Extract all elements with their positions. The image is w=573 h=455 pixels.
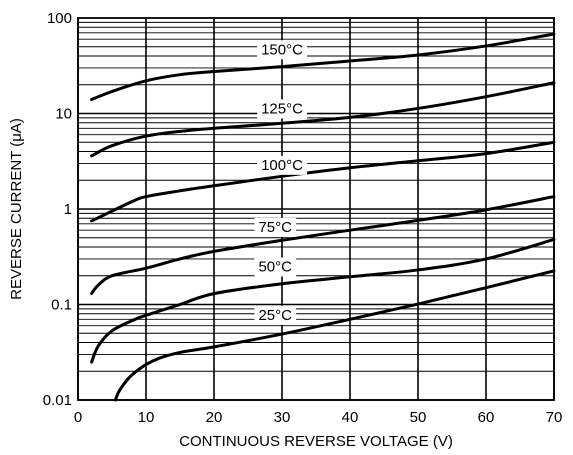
y-tick-label: 0.1 (51, 297, 72, 314)
x-axis-title: CONTINUOUS REVERSE VOLTAGE (V) (179, 433, 453, 450)
grid (77, 18, 555, 401)
curve-label-text: 150°C (261, 41, 303, 58)
curve-labels: 150°C 125°C 100°C 75°C 50°C 25°C (254, 40, 308, 325)
curve-label-150c: 150°C (257, 40, 308, 60)
curve-50c (90, 237, 556, 364)
curve-label-background (254, 257, 297, 277)
x-tick-label: 30 (274, 409, 291, 426)
x-tick-labels: 0 10 20 30 40 50 60 70 (74, 409, 563, 426)
curve-25c (113, 269, 556, 402)
x-tick-label: 40 (342, 409, 359, 426)
x-tick-label: 70 (546, 409, 563, 426)
y-tick-labels: 0.01 0.1 1 10 100 (43, 10, 72, 409)
curve-label-25c: 25°C (254, 305, 297, 325)
y-tick-label: 1 (64, 201, 72, 218)
curve-label-text: 100°C (261, 157, 303, 174)
curve-150c (90, 32, 556, 102)
curve-label-text: 75°C (258, 219, 292, 236)
x-tick-label: 60 (478, 409, 495, 426)
curve-label-100c: 100°C (257, 155, 308, 175)
curve-label-50c: 50°C (254, 257, 297, 277)
curve-100c (90, 140, 556, 223)
curve-label-background (257, 99, 308, 119)
x-tick-label: 0 (74, 409, 82, 426)
curve-label-text: 125°C (261, 100, 303, 117)
y-axis-title: REVERSE CURRENT (μA) (8, 118, 25, 300)
curve-label-text: 50°C (258, 258, 292, 275)
y-tick-label: 0.01 (43, 392, 72, 409)
x-tick-label: 50 (410, 409, 427, 426)
curve-label-text: 25°C (258, 307, 292, 324)
curve-label-background (257, 40, 308, 60)
curve-125c (90, 81, 556, 158)
curve-label-background (254, 305, 297, 325)
plot-frame (77, 17, 555, 401)
x-tick-label: 20 (206, 409, 223, 426)
y-tick-label: 100 (47, 10, 72, 27)
curves (90, 32, 556, 402)
curve-75c (90, 195, 556, 296)
x-tick-label: 10 (138, 409, 155, 426)
curve-label-125c: 125°C (257, 99, 308, 119)
curve-label-background (257, 155, 308, 175)
curve-label-background (254, 217, 297, 237)
y-tick-label: 10 (55, 106, 72, 123)
curve-label-75c: 75°C (254, 217, 297, 237)
